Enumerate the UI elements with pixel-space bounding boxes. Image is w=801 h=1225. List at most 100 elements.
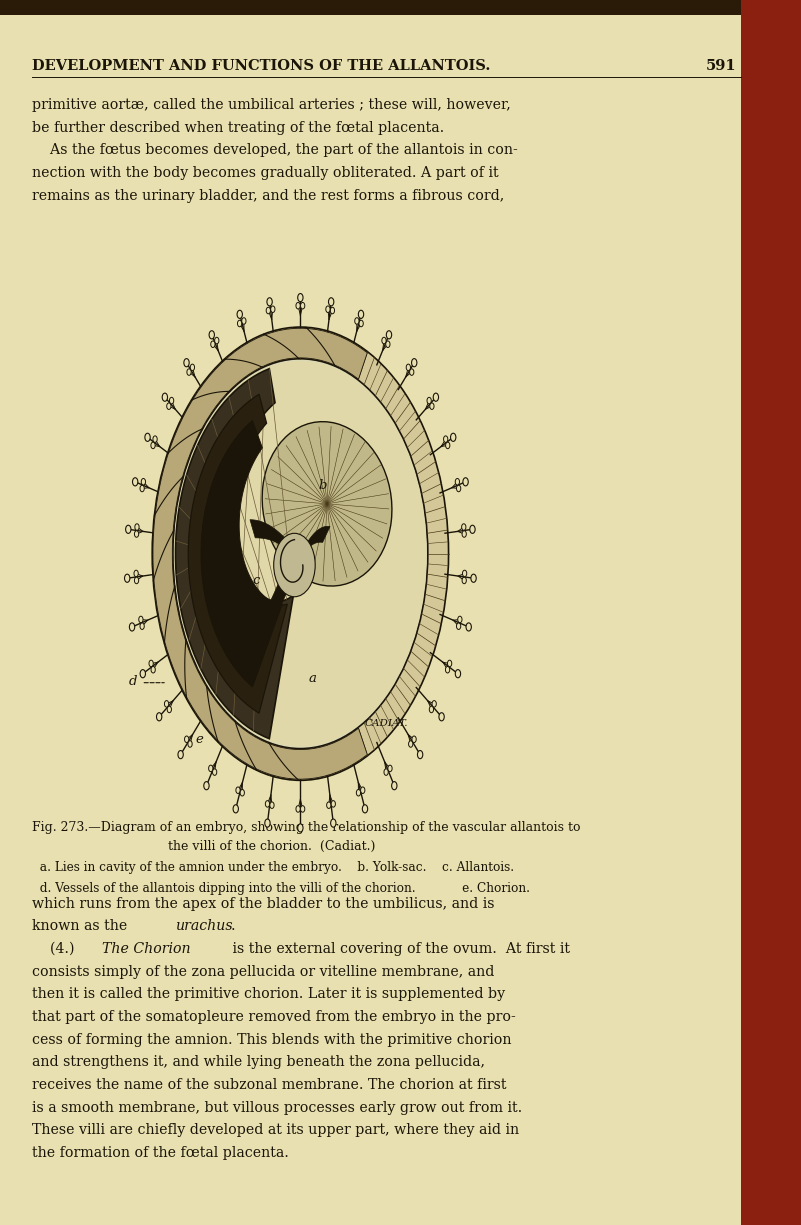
Polygon shape [159, 337, 352, 771]
Circle shape [184, 359, 189, 366]
Circle shape [471, 575, 477, 582]
Circle shape [267, 298, 272, 306]
Circle shape [119, 277, 481, 831]
Circle shape [132, 478, 138, 486]
Polygon shape [162, 342, 344, 766]
Circle shape [135, 530, 139, 538]
Ellipse shape [262, 421, 392, 586]
Circle shape [156, 713, 162, 720]
Text: the formation of the fœtal placenta.: the formation of the fœtal placenta. [32, 1147, 289, 1160]
Circle shape [203, 782, 209, 790]
Circle shape [237, 320, 242, 327]
Circle shape [174, 360, 427, 747]
Circle shape [240, 789, 244, 796]
Polygon shape [231, 549, 300, 663]
Circle shape [208, 766, 213, 772]
Text: These villi are chiefly developed at its upper part, where they aid in: These villi are chiefly developed at its… [32, 1123, 519, 1137]
Circle shape [445, 666, 449, 673]
Circle shape [139, 616, 143, 622]
Circle shape [145, 434, 151, 441]
Circle shape [237, 310, 243, 318]
Text: and strengthens it, and while lying beneath the zona pellucida,: and strengthens it, and while lying bene… [32, 1055, 485, 1069]
Text: primitive aortæ, called the umbilical arteries ; these will, however,: primitive aortæ, called the umbilical ar… [32, 98, 511, 111]
Circle shape [386, 331, 392, 339]
Text: then it is called the primitive chorion. Later it is supplemented by: then it is called the primitive chorion.… [32, 987, 505, 1001]
Text: be further described when treating of the fœtal placenta.: be further described when treating of th… [32, 120, 445, 135]
Circle shape [328, 298, 334, 306]
Circle shape [300, 806, 305, 812]
Circle shape [462, 570, 467, 577]
Circle shape [330, 307, 335, 314]
Circle shape [215, 337, 219, 344]
Circle shape [296, 806, 300, 812]
Circle shape [358, 310, 364, 318]
Circle shape [326, 306, 330, 312]
Circle shape [327, 802, 331, 808]
Circle shape [124, 575, 130, 582]
Text: b: b [318, 479, 327, 492]
Circle shape [412, 359, 417, 366]
Circle shape [298, 294, 303, 301]
Circle shape [178, 751, 183, 758]
Circle shape [235, 786, 240, 794]
Text: urachus: urachus [175, 919, 232, 933]
Text: Fig. 273.—Diagram of an embryo, showing the relationship of the vascular allanto: Fig. 273.—Diagram of an embryo, showing … [32, 821, 581, 834]
Circle shape [209, 331, 215, 339]
Text: remains as the urinary bladder, and the rest forms a fibrous cord,: remains as the urinary bladder, and the … [32, 189, 505, 202]
Circle shape [331, 820, 336, 827]
Circle shape [429, 706, 433, 713]
Circle shape [167, 706, 171, 713]
Text: (4.): (4.) [32, 942, 79, 956]
Circle shape [455, 479, 460, 485]
Circle shape [462, 530, 466, 538]
Circle shape [265, 820, 270, 827]
Circle shape [445, 442, 450, 448]
Circle shape [153, 436, 157, 442]
Circle shape [409, 741, 413, 747]
Text: that part of the somatopleure removed from the embryo in the pro-: that part of the somatopleure removed fr… [32, 1009, 516, 1024]
Circle shape [470, 526, 475, 533]
Circle shape [162, 393, 167, 402]
Circle shape [432, 701, 437, 707]
Circle shape [448, 660, 452, 666]
Text: a: a [308, 671, 316, 685]
Text: e: e [195, 733, 203, 746]
Circle shape [331, 801, 336, 807]
Circle shape [384, 769, 388, 775]
Text: d: d [129, 675, 138, 688]
Polygon shape [156, 333, 360, 774]
Circle shape [388, 766, 392, 772]
Circle shape [355, 317, 359, 325]
Circle shape [409, 369, 414, 375]
Text: is a smooth membrane, but villous processes early grow out from it.: is a smooth membrane, but villous proces… [32, 1100, 522, 1115]
Circle shape [450, 434, 456, 441]
Circle shape [130, 622, 135, 631]
Circle shape [151, 666, 155, 673]
Circle shape [417, 751, 423, 758]
Circle shape [457, 616, 462, 622]
Circle shape [455, 670, 461, 677]
Text: .: . [231, 919, 235, 933]
Circle shape [211, 341, 215, 348]
Circle shape [270, 802, 274, 808]
Circle shape [135, 524, 139, 530]
Polygon shape [188, 394, 288, 713]
Circle shape [439, 713, 445, 720]
Text: cess of forming the amnion. This blends with the primitive chorion: cess of forming the amnion. This blends … [32, 1033, 512, 1046]
Circle shape [152, 327, 449, 780]
Circle shape [406, 364, 410, 371]
Polygon shape [296, 527, 330, 565]
Text: is the external covering of the ovum.  At first it: is the external covering of the ovum. At… [228, 942, 570, 956]
Circle shape [173, 359, 428, 748]
Circle shape [300, 303, 305, 309]
Circle shape [296, 303, 300, 309]
Circle shape [271, 306, 275, 312]
Circle shape [360, 786, 365, 794]
Circle shape [412, 736, 417, 742]
Text: receives the name of the subzonal membrane. The chorion at first: receives the name of the subzonal membra… [32, 1078, 506, 1091]
Polygon shape [201, 420, 282, 687]
Text: DEVELOPMENT AND FUNCTIONS OF THE ALLANTOIS.: DEVELOPMENT AND FUNCTIONS OF THE ALLANTO… [32, 59, 490, 74]
Polygon shape [153, 328, 368, 779]
Polygon shape [250, 519, 297, 572]
Circle shape [298, 824, 303, 832]
